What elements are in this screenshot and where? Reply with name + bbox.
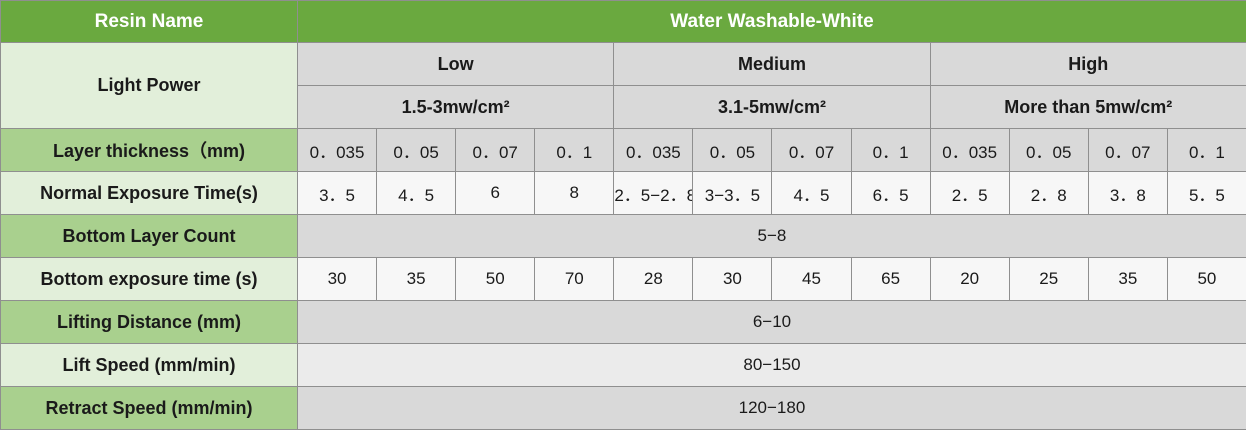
cell-value: 30 — [692, 257, 773, 301]
table-row: Normal Exposure Time(s) 3．5 4．5 6 8 2．5−2．8 3−… — [0, 171, 1246, 215]
row-label: Light Power — [0, 42, 298, 129]
table-row: 1.5-3mw/cm² 3.1-5mw/cm² More than 5mw/cm² — [1, 85, 1246, 129]
cell-value: 25 — [1008, 257, 1089, 301]
cell-value: 0．07 — [771, 128, 852, 172]
row-label: Bottom Layer Count — [0, 214, 298, 258]
cell-value: 4．5 — [376, 171, 457, 215]
table-row: Bottom Layer Count 5−8 — [0, 214, 1246, 258]
cell-value: 0．05 — [1008, 128, 1089, 172]
cell-value: 3．5 — [296, 171, 378, 215]
table-row: Retract Speed (mm/min) 120−180 — [0, 386, 1246, 430]
cell-value: 120−180 — [297, 386, 1246, 430]
cell-value: 50 — [455, 257, 536, 301]
level-name: High — [929, 42, 1246, 86]
row-label: Lifting Distance (mm) — [0, 300, 298, 344]
level-name: Medium — [613, 42, 931, 86]
header-value: Water Washable-White — [297, 0, 1246, 43]
level-name: Low — [296, 42, 615, 86]
cell-value: 0．035 — [613, 128, 694, 172]
cell-value: 3．8 — [1087, 171, 1168, 215]
level-range: More than 5mw/cm² — [929, 85, 1246, 129]
cell-value: 65 — [850, 257, 931, 301]
level-range: 3.1-5mw/cm² — [613, 85, 931, 129]
cell-value: 2．8 — [1008, 171, 1089, 215]
cell-value: 35 — [1087, 257, 1168, 301]
level-range: 1.5-3mw/cm² — [296, 85, 615, 129]
cell-value: 50 — [1166, 257, 1246, 301]
cell-value: 30 — [296, 257, 378, 301]
cell-value: 4．5 — [771, 171, 852, 215]
cell-value: 0．05 — [376, 128, 457, 172]
cell-value: 0．035 — [296, 128, 378, 172]
table-row: Resin Name Water Washable-White — [0, 0, 1246, 43]
cell-value: 0．1 — [1166, 128, 1246, 172]
cell-value: 80−150 — [297, 343, 1246, 387]
row-label: Layer thickness（mm) — [0, 128, 298, 172]
table-row: Lifting Distance (mm) 6−10 — [0, 300, 1246, 344]
cell-value: 20 — [929, 257, 1010, 301]
row-label: Bottom exposure time (s) — [0, 257, 298, 301]
cell-value: 0．1 — [850, 128, 931, 172]
cell-value: 8 — [534, 171, 615, 215]
cell-value: 45 — [771, 257, 852, 301]
cell-value: 0．05 — [692, 128, 773, 172]
cell-value: 2．5 — [929, 171, 1010, 215]
cell-value: 6．5 — [850, 171, 931, 215]
cell-value: 28 — [613, 257, 694, 301]
row-label: Normal Exposure Time(s) — [0, 171, 298, 215]
cell-value: 3−3．5 — [692, 171, 773, 215]
cell-value: 2．5−2．8 — [613, 171, 694, 215]
table-row: Light Power Low Medium High — [0, 42, 1246, 129]
cell-value: 0．07 — [1087, 128, 1168, 172]
header-label: Resin Name — [0, 0, 298, 43]
row-label: Retract Speed (mm/min) — [0, 386, 298, 430]
cell-value: 0．1 — [534, 128, 615, 172]
cell-value: 0．07 — [455, 128, 536, 172]
cell-value: 35 — [376, 257, 457, 301]
table-row: Bottom exposure time (s) 30 35 50 70 28 30 45 65… — [0, 257, 1246, 301]
cell-value: 70 — [534, 257, 615, 301]
row-label: Lift Speed (mm/min) — [0, 343, 298, 387]
cell-value: 5−8 — [297, 214, 1246, 258]
cell-value: 0．035 — [929, 128, 1010, 172]
table-row: Layer thickness（mm) 0．035 0．05 0．07 0．1 0．035… — [0, 128, 1246, 172]
cell-value: 6 — [455, 171, 536, 215]
cell-value: 6−10 — [297, 300, 1246, 344]
cell-value: 5．5 — [1166, 171, 1246, 215]
table-row: Lift Speed (mm/min) 80−150 — [0, 343, 1246, 387]
